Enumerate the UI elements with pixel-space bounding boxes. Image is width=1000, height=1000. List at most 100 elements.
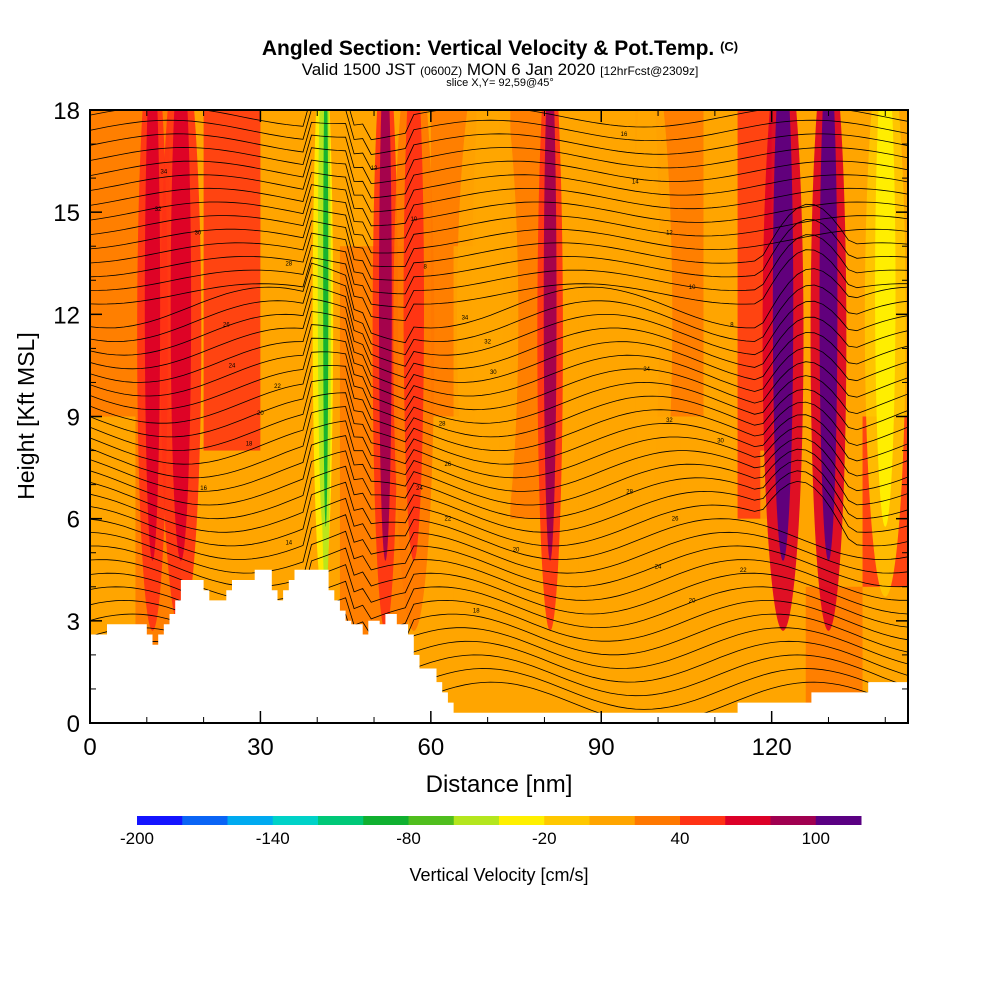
- velocity-band-core: [170, 110, 192, 561]
- isentrope-line: [90, 378, 908, 452]
- isentrope-line: [90, 420, 908, 492]
- contour-label: 32: [155, 207, 162, 213]
- colorbar-tick-label: -200: [120, 829, 154, 848]
- x-tick-label: 0: [83, 734, 96, 761]
- y-tick-label: 12: [53, 302, 80, 329]
- contour-label: 30: [717, 438, 724, 444]
- colorbar-swatch: [227, 816, 274, 825]
- chart-title: Angled Section: Vertical Velocity & Pot.…: [0, 37, 1000, 61]
- contour-label: 14: [285, 541, 292, 547]
- y-tick-label: 9: [67, 405, 80, 432]
- subtitle-date: MON 6 Jan 2020: [466, 60, 596, 79]
- colorbar-tick-label: 40: [671, 829, 690, 848]
- isentrope-line: [90, 196, 908, 254]
- colorbar-swatch: [589, 816, 636, 825]
- isentrope-line: [90, 110, 908, 141]
- isentrope-line: [90, 121, 908, 170]
- contour-label: 10: [689, 285, 696, 291]
- contour-label: 24: [229, 363, 236, 369]
- isentrope-line: [90, 351, 908, 424]
- contour-label: 16: [621, 132, 628, 138]
- contour-label: 22: [740, 568, 747, 574]
- isentrope-line: [90, 134, 908, 185]
- contour-label: 24: [655, 564, 662, 570]
- contour-label: 26: [445, 462, 452, 468]
- isentrope-line: [90, 324, 908, 400]
- x-axis-label: Distance [nm]: [426, 771, 573, 798]
- contour-label: 28: [626, 489, 633, 495]
- isentrope-line: [90, 311, 908, 390]
- isentrope-line: [90, 480, 908, 547]
- x-tick-label: 120: [752, 734, 792, 761]
- isentrope-line: [90, 286, 908, 367]
- y-tick-label: 15: [53, 200, 80, 227]
- isentrope-line: [90, 262, 908, 344]
- velocity-band-core: [819, 110, 838, 561]
- isentrope-line: [90, 514, 908, 574]
- contour-label: 16: [200, 486, 207, 492]
- velocity-band-core: [543, 110, 557, 561]
- isentrope-line: [90, 364, 908, 438]
- colorbar-swatch: [408, 816, 455, 825]
- x-tick-label: 90: [588, 734, 615, 761]
- isentrope-line: [90, 249, 908, 322]
- x-tick-label: 60: [417, 734, 444, 761]
- isentrope-line: [90, 450, 908, 520]
- x-tick-label: 30: [247, 734, 274, 761]
- contour-label: 8: [730, 323, 734, 329]
- colorbar-swatch: [680, 816, 726, 825]
- slice-label: slice X,Y= 92,59@45°: [446, 77, 554, 89]
- colorbar-swatch: [318, 816, 364, 825]
- velocity-band-core: [875, 110, 896, 527]
- colorbar-label: Vertical Velocity [cm/s]: [409, 865, 588, 885]
- contour-label: 34: [161, 169, 168, 175]
- isentrope-line: [90, 406, 908, 479]
- isentrope-line: [90, 184, 908, 240]
- colorbar-swatch: [272, 816, 319, 825]
- contour-label: 20: [513, 547, 520, 553]
- isentrope-line: [90, 147, 908, 199]
- colorbar-tick-label: -20: [532, 829, 557, 848]
- contour-label: 20: [689, 598, 696, 604]
- colorbar-swatch: [453, 816, 500, 825]
- isentrope-line: [90, 337, 908, 411]
- y-axis-label: Height [Kft MSL]: [13, 332, 39, 499]
- terrain-mask: [90, 569, 908, 723]
- terrain-fill: [90, 569, 908, 723]
- isentrope-line: [90, 465, 908, 533]
- isentrope-line: [90, 208, 908, 267]
- isentrope-line: [90, 530, 908, 588]
- velocity-band-core: [403, 110, 425, 561]
- y-tick-label: 3: [67, 609, 80, 636]
- x-axis: 0 30 60 90 120: [83, 110, 886, 761]
- isentrope-line: [90, 497, 908, 560]
- velocity-band-core: [323, 110, 329, 527]
- subtitle-forecast: [12hrFcst@2309z]: [600, 64, 699, 78]
- colorbar-swatch: [137, 816, 183, 825]
- contour-label: 24: [416, 486, 423, 492]
- isentrope-line: [90, 171, 908, 227]
- contour-label: 12: [371, 166, 378, 172]
- colorbar-swatch: [363, 816, 409, 825]
- contour-label: 10: [410, 217, 417, 223]
- colorbar-swatch: [725, 816, 771, 825]
- isentrope-line: [90, 203, 908, 281]
- contour-label: 26: [672, 517, 679, 523]
- contour-label: 28: [285, 261, 292, 267]
- contour-label: 14: [632, 180, 639, 186]
- velocity-band-core: [472, 110, 503, 527]
- contour-label: 30: [195, 231, 202, 237]
- contour-label: 20: [257, 411, 264, 417]
- colorbar-swatch: [815, 816, 862, 825]
- isentrope-line: [90, 110, 908, 155]
- subtitle-utc: (0600Z): [420, 64, 463, 78]
- colorbar-tick-label: -140: [256, 829, 290, 848]
- potential-temperature-contours: 34 32 30 28 26 24 22 20 18 16 14 12 10 8 34 32 30 28 26 24 2…: [90, 110, 908, 723]
- contour-label: 34: [462, 316, 469, 322]
- y-axis: 0 3 6 9 12 15 18: [53, 98, 908, 738]
- field-patch: [260, 246, 318, 553]
- isentrope-line: [90, 219, 908, 295]
- contour-label: 18: [246, 442, 253, 448]
- isentrope-line: [90, 435, 908, 506]
